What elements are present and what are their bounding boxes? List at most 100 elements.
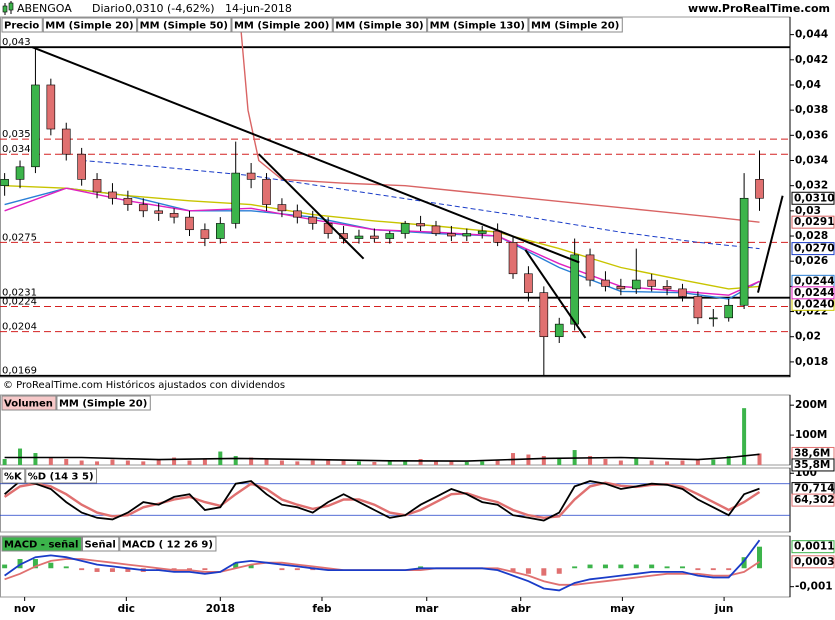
histogram-bar bbox=[541, 568, 547, 576]
candle-body bbox=[570, 254, 579, 325]
volume-bar bbox=[141, 461, 146, 465]
histogram-bar bbox=[741, 557, 747, 569]
candle-body bbox=[678, 288, 687, 297]
volume-bar bbox=[187, 460, 192, 465]
x-tick-label: mar bbox=[415, 603, 439, 615]
candle-body bbox=[15, 166, 25, 180]
histogram-bar bbox=[248, 564, 254, 569]
volume-bar bbox=[742, 408, 747, 465]
volume-bar bbox=[172, 457, 177, 465]
histogram-bar bbox=[2, 564, 8, 569]
candle-body bbox=[601, 279, 610, 287]
x-tick-label: dic bbox=[118, 603, 135, 615]
symbol: ABENGOA bbox=[17, 2, 72, 15]
candle-body bbox=[370, 235, 379, 239]
histogram-bar bbox=[202, 568, 208, 571]
histogram-bar bbox=[294, 568, 300, 571]
symbol-icon bbox=[2, 1, 14, 15]
value-badge-label: 35,8M bbox=[794, 459, 830, 471]
candle-body bbox=[647, 279, 656, 287]
histogram-bar bbox=[695, 568, 701, 571]
level-label: 0,0204 bbox=[2, 322, 37, 333]
level-label: 0,0357 bbox=[2, 129, 37, 140]
histogram-bar bbox=[279, 568, 285, 571]
legend-box bbox=[25, 468, 98, 484]
moving-average bbox=[239, 21, 760, 223]
histogram-bar bbox=[109, 568, 115, 572]
legend-entry: MACD - señal bbox=[4, 540, 78, 551]
candle-body bbox=[123, 197, 133, 205]
x-tick-label: nov bbox=[14, 603, 36, 615]
x-tick-label: feb bbox=[312, 603, 332, 615]
volume-bar bbox=[495, 460, 500, 465]
candle-body bbox=[554, 323, 564, 338]
value-badge-label: 64,302 bbox=[794, 494, 835, 506]
histogram-bar bbox=[556, 568, 562, 574]
value-badge bbox=[791, 242, 835, 256]
legend-box bbox=[427, 17, 529, 33]
trend-line bbox=[757, 195, 784, 293]
volume-bar bbox=[249, 457, 254, 465]
histogram-bar bbox=[79, 568, 85, 571]
volume-bar bbox=[310, 460, 315, 465]
trend-line bbox=[258, 153, 365, 260]
candle-body bbox=[493, 230, 502, 243]
legend-box bbox=[137, 17, 232, 33]
candle-body bbox=[216, 223, 225, 239]
candle-body bbox=[92, 179, 102, 193]
candle-body bbox=[185, 216, 194, 231]
volume-bar bbox=[588, 456, 593, 465]
y-tick-label: 0,042 bbox=[795, 54, 828, 66]
volume-bar bbox=[202, 459, 207, 465]
value-badge-label: 70,714 bbox=[794, 483, 835, 495]
candle-body bbox=[108, 191, 117, 199]
value-badge bbox=[791, 555, 835, 569]
candle-body bbox=[0, 179, 9, 186]
legend-entry: Señal bbox=[84, 540, 115, 551]
volume-bar bbox=[156, 459, 161, 465]
volume-bar bbox=[387, 461, 392, 465]
y-tick-label: 0,026 bbox=[795, 255, 828, 267]
legend-box bbox=[332, 17, 428, 33]
x-tick-label: jun bbox=[714, 603, 734, 615]
value-badge bbox=[791, 215, 835, 229]
volume-bar bbox=[433, 461, 438, 465]
volume-bar bbox=[2, 459, 7, 465]
volume-bar bbox=[79, 460, 84, 465]
volume-bar bbox=[464, 462, 469, 465]
candle-body bbox=[616, 286, 626, 290]
histogram-bar bbox=[726, 568, 732, 571]
y-tick-label: 0,018 bbox=[795, 356, 828, 368]
value-badge-label: 0,0310 bbox=[794, 192, 835, 204]
candle-body bbox=[277, 204, 287, 212]
value-badge bbox=[791, 191, 835, 205]
legend-entry: Precio bbox=[4, 21, 39, 32]
candle-body bbox=[524, 273, 533, 293]
candle-body bbox=[138, 204, 148, 212]
volume-bar bbox=[341, 460, 346, 465]
volume-bar bbox=[403, 460, 408, 465]
histogram-bar bbox=[418, 566, 424, 569]
date: 14-jun-2018 bbox=[225, 2, 292, 15]
candle-body bbox=[154, 210, 163, 214]
histogram-bar bbox=[32, 559, 38, 569]
candle-body bbox=[46, 84, 56, 130]
volume-bar bbox=[64, 459, 69, 465]
candle-body bbox=[662, 286, 672, 290]
y-tick-label: 0,036 bbox=[795, 129, 828, 141]
macd-line bbox=[4, 539, 761, 592]
candle-body bbox=[246, 172, 256, 180]
candle-body bbox=[354, 235, 364, 239]
y-tick-label: 0,03 bbox=[795, 205, 821, 217]
candle-body bbox=[708, 317, 718, 320]
histogram-bar bbox=[618, 564, 624, 569]
volume-bar bbox=[295, 461, 300, 465]
candle-body bbox=[77, 153, 86, 180]
histogram-bar bbox=[633, 564, 639, 569]
legend-entry: MM (Simple 200) bbox=[234, 21, 329, 32]
candle-body bbox=[400, 223, 410, 234]
histogram-bar bbox=[48, 562, 54, 569]
histogram-bar bbox=[125, 568, 131, 572]
candle-body bbox=[631, 279, 641, 290]
value-badge-label: 0,0244 bbox=[794, 275, 835, 287]
